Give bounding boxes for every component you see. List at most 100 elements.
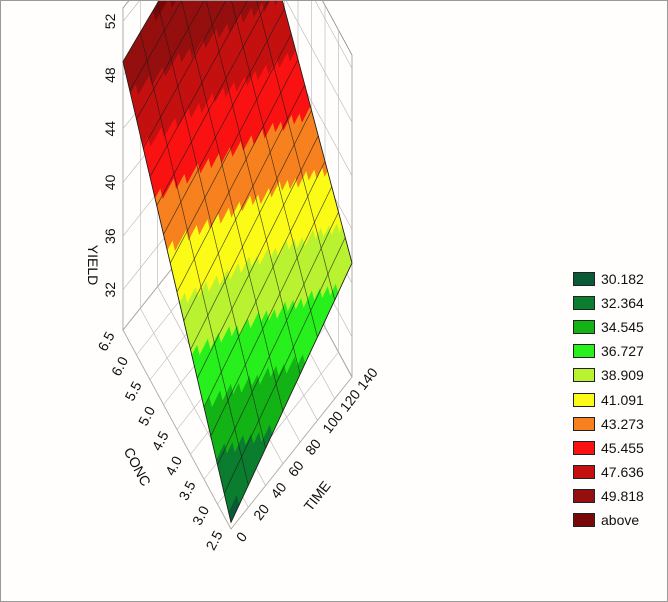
legend-swatch	[573, 440, 595, 455]
surface-mesh-line	[156, 1, 269, 206]
y-tick-label: 3.5	[175, 478, 198, 503]
legend-label: 45.455	[601, 439, 644, 456]
legend-swatch	[573, 320, 595, 335]
z-tick-label: 48	[102, 67, 118, 83]
legend: 30.182 32.364 34.545 36.727 38.909 41.091 43.2…	[573, 267, 663, 532]
legend-label: 32.364	[601, 295, 644, 312]
legend-item: 32.364	[573, 291, 663, 315]
y-axis-title: CONC	[121, 445, 154, 489]
surface-mesh-line	[176, 59, 299, 293]
legend-item: 30.182	[573, 267, 663, 291]
legend-swatch	[573, 392, 595, 407]
legend-item: 49.818	[573, 484, 663, 508]
surface-mesh-line	[203, 161, 326, 408]
surface-mesh-line	[183, 84, 306, 321]
surface-patch	[261, 1, 268, 12]
legend-swatch	[573, 416, 595, 431]
surface-patch	[181, 1, 184, 4]
surface-patch	[197, 1, 201, 5]
surface-patch	[185, 1, 191, 9]
surface-mesh-line	[210, 186, 333, 437]
x-tick-label: 100	[319, 408, 346, 436]
x-axis-title: TIME	[300, 478, 333, 514]
x-tick-label: 80	[302, 436, 324, 458]
surface-patch	[267, 1, 273, 16]
legend-swatch	[573, 344, 595, 359]
x-tick-label: 0	[233, 529, 251, 545]
x-tick-label: 20	[250, 501, 272, 523]
legend-item: 34.545	[573, 315, 663, 339]
legend-label: 30.182	[601, 271, 644, 288]
surface-plot: 0204060801001201402.53.03.54.04.55.05.56…	[85, 1, 381, 553]
surface-patch	[174, 1, 181, 13]
surface-patch	[174, 1, 176, 3]
x-tick-label: 60	[285, 457, 307, 479]
legend-swatch	[573, 272, 595, 287]
legend-item: above	[573, 508, 663, 532]
z-tick-label: 44	[102, 121, 118, 137]
surface-mesh-line	[223, 237, 346, 494]
surface-patch	[221, 1, 225, 5]
surface-mesh-line	[190, 110, 312, 350]
legend-label: above	[601, 511, 640, 528]
legend-label: 43.273	[601, 415, 644, 432]
legend-swatch	[573, 512, 595, 527]
surface-patch	[237, 1, 240, 4]
surface-patch	[182, 1, 189, 14]
surface-patch	[213, 1, 217, 5]
y-tick-label: 3.0	[189, 503, 212, 528]
legend-swatch	[573, 488, 595, 503]
surface-patch	[170, 1, 176, 8]
surface-mesh-line	[169, 33, 292, 264]
side-wall-gridline	[285, 1, 353, 123]
surface-patch	[233, 1, 239, 9]
side-wall-gridline	[315, 1, 353, 69]
z-tick-label: 40	[102, 174, 118, 190]
legend-item: 41.091	[573, 387, 663, 411]
z-tick-label: 52	[102, 13, 118, 29]
surface-mesh-line	[217, 211, 339, 465]
x-tick-label: 40	[267, 479, 289, 501]
legend-label: 47.636	[601, 463, 644, 480]
y-tick-label: 6.0	[108, 354, 131, 379]
surface-mesh-line	[163, 8, 285, 235]
legend-item: 36.727	[573, 339, 663, 363]
y-tick-label: 4.5	[148, 428, 171, 453]
y-tick-label: 6.5	[94, 329, 117, 354]
legend-label: 34.545	[601, 319, 644, 336]
legend-item: 47.636	[573, 460, 663, 484]
surface-patch	[162, 1, 168, 8]
surface-patch	[273, 1, 278, 6]
legend-item: 43.273	[573, 412, 663, 436]
surface-patch	[217, 1, 223, 10]
surface-patch	[166, 1, 173, 13]
legend-label: 38.909	[601, 367, 644, 384]
surface-mesh-line	[149, 1, 248, 177]
surface-patch	[189, 1, 193, 4]
y-tick-label: 4.0	[162, 453, 185, 478]
y-tick-label: 2.5	[202, 528, 225, 553]
legend-item: 38.909	[573, 363, 663, 387]
z-tick-label: 36	[102, 228, 118, 244]
surface-mesh-line	[196, 135, 319, 379]
legend-label: 41.091	[601, 391, 644, 408]
y-tick-label: 5.0	[135, 403, 158, 428]
surface-patch	[278, 1, 284, 10]
surface-patch	[177, 1, 183, 9]
z-tick-label: 32	[102, 282, 118, 298]
legend-swatch	[573, 296, 595, 311]
surface-mesh-line	[129, 1, 182, 91]
x-tick-label: 120	[336, 386, 363, 414]
surface-patch	[245, 1, 252, 13]
surface-mesh-line	[136, 1, 205, 120]
surface-mesh-line	[142, 1, 227, 149]
legend-label: 49.818	[601, 487, 644, 504]
legend-label: 36.727	[601, 343, 644, 360]
surface-patch	[269, 1, 276, 11]
legend-swatch	[573, 464, 595, 479]
surface-patch	[209, 1, 215, 10]
z-axis-title: YIELD	[85, 245, 101, 285]
surface-patch	[253, 1, 256, 3]
surface-patch	[193, 1, 199, 9]
surface-patch	[158, 1, 165, 12]
